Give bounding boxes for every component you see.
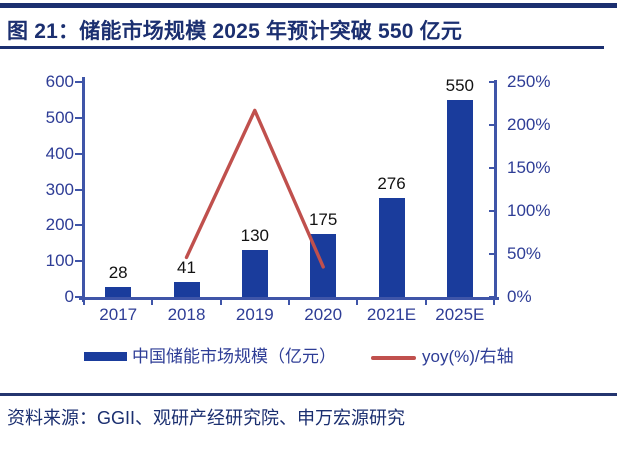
x-axis-tick <box>288 299 290 305</box>
x-axis-tick <box>356 299 359 305</box>
x-axis-label-2020: 2020 <box>304 305 343 324</box>
x-axis-label-2019: 2019 <box>235 305 274 324</box>
x-axis-label-2017: 2017 <box>99 305 138 324</box>
y-axis-left-tick <box>75 296 82 298</box>
bar-2021E <box>378 198 405 297</box>
top-accent-bar <box>0 3 617 8</box>
y-axis-left-label: 0 <box>64 287 74 306</box>
y-axis-left-tick <box>75 224 82 227</box>
y-axis-right-tick <box>489 210 496 212</box>
y-axis-right-tick <box>489 124 496 126</box>
y-axis-left-label: 300 <box>45 179 74 199</box>
x-axis-tick <box>219 299 222 305</box>
y-axis-right-label: 200% <box>507 115 551 134</box>
bar-value-label-2021E: 276 <box>377 174 406 194</box>
x-axis-label-2018: 2018 <box>167 305 206 324</box>
y-axis-left-tick <box>75 152 82 155</box>
y-axis-right-label: 150% <box>507 158 551 177</box>
legend-line-label: yoy(%)/右轴 <box>422 347 514 366</box>
y-axis-left <box>82 77 85 302</box>
y-axis-left-label: 200 <box>45 215 74 235</box>
y-axis-right-tick <box>489 167 496 169</box>
y-axis-left-tick <box>75 81 82 83</box>
legend-line-swatch <box>371 356 416 360</box>
y-axis-right-label: 250% <box>507 72 551 91</box>
y-axis-right <box>494 80 497 299</box>
bar-value-label-2020: 175 <box>308 210 338 230</box>
y-axis-left-tick <box>75 260 82 263</box>
legend-bar-swatch <box>84 352 127 361</box>
y-axis-left-label: 500 <box>45 107 74 127</box>
bar-value-label-2025E: 550 <box>445 75 475 95</box>
y-axis-left-label: 400 <box>45 143 74 163</box>
y-axis-right-tick <box>489 253 496 255</box>
y-axis-left-tick <box>75 116 82 119</box>
bar-2020 <box>310 234 337 297</box>
y-axis-left-label: 600 <box>45 72 74 91</box>
footer-divider <box>0 393 617 396</box>
x-axis <box>79 297 499 300</box>
x-axis-tick <box>151 299 154 305</box>
y-axis-right-tick <box>489 296 496 298</box>
x-axis-label-2025E: 2025E <box>435 305 485 324</box>
bar-value-label-2017: 28 <box>108 262 128 282</box>
x-axis-tick <box>493 299 495 305</box>
y-axis-left-label: 100 <box>45 251 74 271</box>
y-axis-right-label: 0% <box>507 287 532 306</box>
y-axis-right-tick <box>489 81 496 83</box>
x-axis-tick <box>83 299 85 305</box>
title-underline <box>0 46 604 49</box>
bar-2019 <box>241 250 268 297</box>
x-axis-label-2021E: 2021E <box>366 305 417 324</box>
bar-2025E <box>446 99 473 297</box>
source-text: 资料来源：GGII、观研产经研究院、申万宏源研究 <box>7 408 406 428</box>
bar-value-label-2018: 41 <box>177 258 196 278</box>
legend-bar-label: 中国储能市场规模（亿元） <box>132 347 336 366</box>
y-axis-right-label: 100% <box>507 201 551 220</box>
bar-value-label-2019: 130 <box>240 226 270 246</box>
y-axis-right-label: 50% <box>507 244 542 263</box>
x-axis-tick <box>424 299 427 305</box>
bar-2017 <box>105 286 132 297</box>
bar-2018 <box>173 282 200 297</box>
y-axis-left-tick <box>75 188 82 191</box>
figure-title: 图 21：储能市场规模 2025 年预计突破 550 亿元 <box>7 20 463 43</box>
